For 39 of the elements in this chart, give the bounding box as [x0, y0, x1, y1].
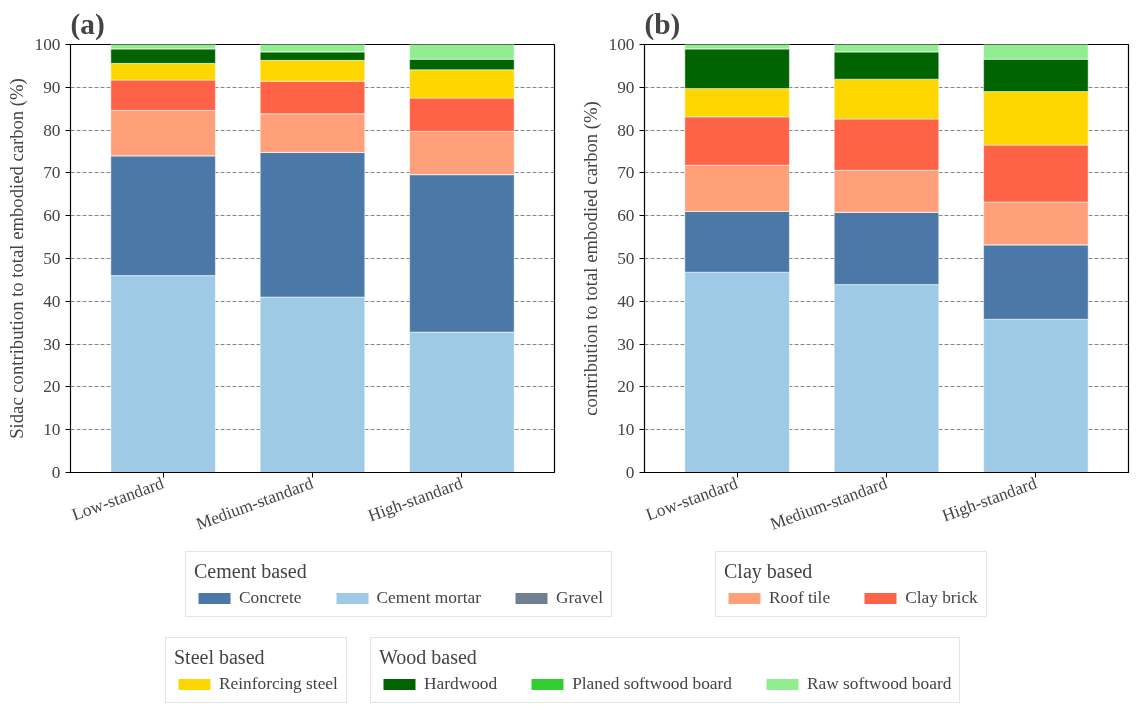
legend-label: Gravel: [555, 588, 604, 608]
y-tick-label: 80: [43, 120, 61, 140]
y-axis-title: Sidac contribution to total embodied carbon (%): [5, 78, 28, 439]
y-tick-label: 30: [617, 334, 635, 354]
y-tick-label: 50: [43, 249, 61, 268]
y-tick-label: 60: [617, 206, 635, 226]
y-tick-label: 50: [617, 249, 635, 268]
y-tick-label: 40: [617, 291, 635, 311]
y-tick-label: 60: [43, 206, 61, 226]
text: Steel based: [174, 646, 265, 668]
y-tick-label: 20: [617, 377, 635, 397]
legend-label: Reinforcing steel: [219, 674, 338, 694]
legend-label: Concrete: [239, 588, 302, 608]
text: Cement based: [194, 560, 307, 582]
y-tick-label: 40: [43, 291, 61, 311]
y-tick-label: 70: [43, 163, 61, 183]
y-tick-label: 10: [617, 420, 635, 440]
legend-label: Cement mortar: [376, 588, 481, 608]
chart-title: (b): [644, 7, 681, 41]
y-tick-label: 90: [617, 77, 635, 97]
y-tick-label: 30: [43, 334, 61, 354]
y-axis-title: contribution to total embodied carbon (%): [579, 101, 602, 416]
y-tick-label: 0: [51, 463, 61, 482]
y-tick-label: 80: [617, 120, 635, 140]
y-tick-label: 70: [617, 163, 635, 183]
y-tick-label: 0: [625, 463, 635, 482]
legend-label: Raw softwood board: [806, 674, 952, 694]
y-tick-label: 90: [43, 77, 61, 97]
chart-title: (a): [70, 7, 105, 41]
text: Wood based: [379, 646, 477, 668]
legend-label: Roof tile: [769, 588, 831, 608]
legend-label: Hardwood: [424, 674, 498, 694]
y-tick-label: 10: [43, 420, 61, 440]
legend-label: Clay brick: [905, 588, 978, 608]
legend-label: Planed softwood board: [572, 674, 732, 694]
text: Clay based: [724, 560, 813, 582]
y-tick-label: 100: [608, 35, 635, 54]
y-tick-label: 20: [43, 377, 61, 397]
y-tick-label: 100: [34, 35, 61, 54]
